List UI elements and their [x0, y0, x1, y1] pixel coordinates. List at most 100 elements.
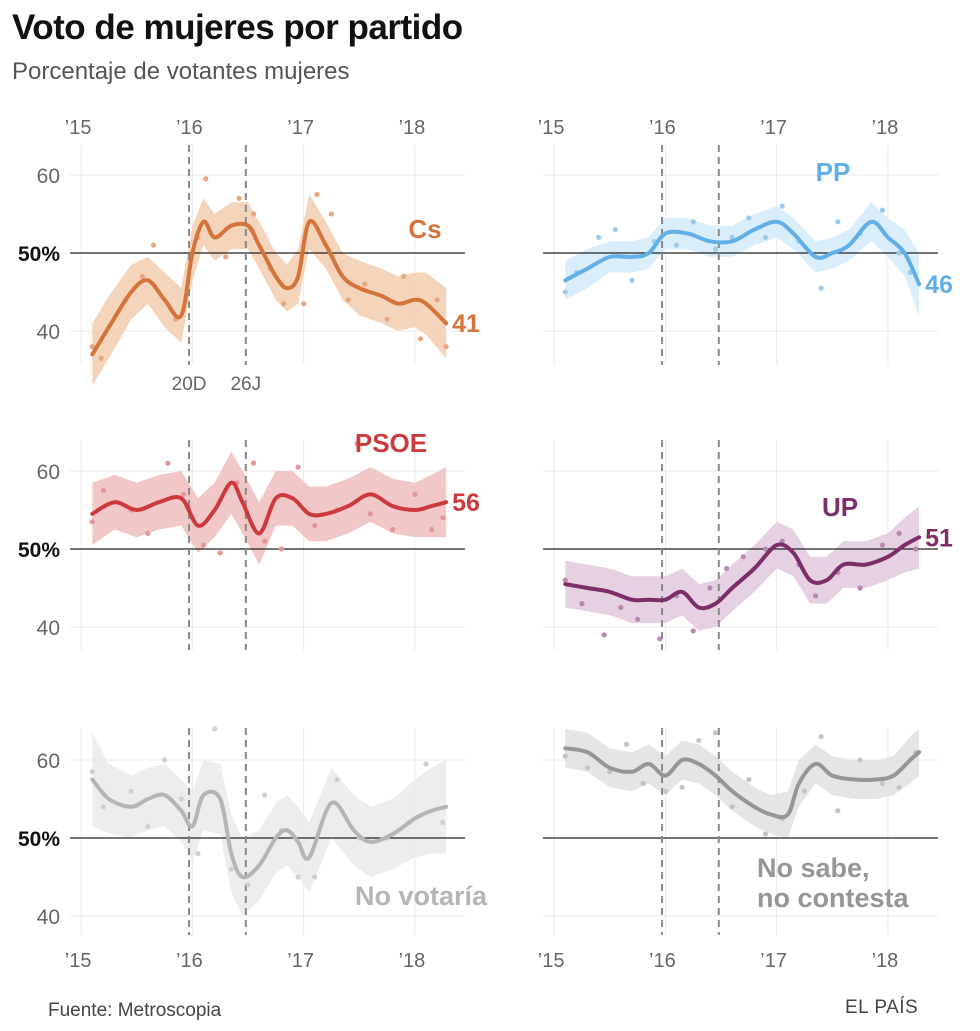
confidence-band	[92, 732, 447, 916]
data-point	[562, 577, 568, 583]
data-point	[180, 491, 187, 497]
event-label-26j: 26J	[230, 374, 261, 395]
data-point	[139, 273, 145, 279]
data-point	[312, 874, 318, 880]
data-point	[100, 487, 106, 494]
data-point	[203, 176, 209, 182]
x-tick-label: ’15	[538, 950, 565, 972]
panel-pp: PP 46 ’15 ’16 ’17 ’18	[538, 117, 953, 365]
data-point	[562, 289, 568, 295]
data-point	[601, 632, 607, 638]
confidence-band	[565, 506, 920, 631]
data-point	[417, 336, 424, 342]
data-point	[100, 804, 106, 810]
data-point	[228, 866, 234, 872]
y-tick-label: 50%	[18, 243, 60, 266]
series-line-psoe	[90, 480, 449, 536]
data-point	[89, 344, 95, 350]
data-point	[145, 530, 151, 537]
data-point	[712, 246, 719, 252]
data-point	[301, 301, 307, 307]
x-tick-label: ’15	[65, 117, 92, 139]
data-point	[818, 285, 824, 291]
confidence-band	[565, 728, 920, 838]
data-point	[161, 757, 168, 763]
panel-psoe: 60 50% 40 PSOE 56	[18, 428, 480, 650]
data-point	[835, 219, 841, 225]
final-value-label: 46	[925, 271, 953, 299]
data-point	[443, 344, 449, 350]
x-tick-label: ’15	[65, 950, 92, 972]
panel-cs: 60 50% 40 Cs 41 ’15 ’16 ’17 ’18 20D 26J	[18, 117, 480, 395]
data-point	[212, 726, 218, 732]
data-point	[165, 460, 171, 466]
data-point	[879, 207, 885, 213]
final-value-label: 56	[452, 489, 480, 517]
data-point	[562, 753, 568, 759]
data-point	[429, 526, 435, 533]
data-point	[634, 616, 641, 622]
data-point	[440, 515, 446, 521]
x-tick-label: ’16	[649, 117, 676, 139]
x-tick-label: ’16	[649, 950, 676, 972]
data-point	[579, 601, 585, 607]
panel-up: UP 51	[543, 440, 953, 650]
series-label: UP	[822, 492, 858, 522]
data-point	[145, 823, 151, 829]
data-point	[217, 550, 223, 556]
series-line-no-votaria	[90, 777, 449, 880]
series-label: No votaría	[355, 881, 488, 911]
data-point	[896, 250, 902, 256]
data-point	[690, 219, 696, 225]
chart-title: Voto de mujeres por partido	[12, 8, 463, 47]
x-tick-label: ’17	[287, 117, 314, 139]
data-point	[612, 227, 618, 233]
source-note: Fuente: Metroscopia	[48, 1000, 222, 1021]
data-point	[195, 851, 201, 857]
series-label: No sabe,	[757, 853, 870, 883]
brand-logo: EL PAÍS	[845, 997, 919, 1018]
data-point	[128, 788, 134, 794]
x-tick-label: ’16	[176, 950, 203, 972]
data-point	[746, 215, 752, 221]
series-line-no-sabe-no-contesta	[563, 746, 922, 820]
data-point	[813, 593, 819, 599]
data-point	[801, 788, 808, 794]
data-point	[818, 734, 824, 740]
data-point	[857, 585, 863, 591]
data-point	[314, 191, 320, 198]
x-tick-label: ’17	[287, 950, 314, 972]
x-tick-label: ’18	[872, 950, 899, 972]
data-point	[345, 297, 351, 303]
data-point	[200, 542, 207, 548]
data-point	[618, 604, 624, 611]
data-point	[401, 273, 407, 279]
data-point	[762, 546, 769, 552]
data-point	[746, 776, 752, 783]
series-label: Cs	[408, 214, 441, 244]
data-point	[673, 242, 680, 248]
data-point	[762, 234, 769, 240]
x-tick-label: ’16	[176, 117, 203, 139]
data-point	[384, 316, 390, 322]
data-point	[896, 530, 902, 537]
data-point	[879, 780, 885, 787]
final-value-label: 51	[925, 524, 953, 552]
x-tick-label: ’17	[760, 950, 787, 972]
data-point	[262, 792, 268, 798]
chart-subtitle: Porcentaje de votantes mujeres	[12, 58, 350, 85]
data-point	[367, 511, 374, 517]
y-tick-label: 60	[37, 461, 60, 484]
data-point	[707, 585, 713, 591]
series-line-cs	[90, 218, 449, 357]
data-point	[390, 526, 396, 533]
data-point	[690, 628, 696, 634]
y-tick-label: 40	[37, 321, 60, 344]
event-label-20d: 20D	[172, 374, 207, 395]
data-point	[98, 355, 104, 361]
x-tick-label: ’17	[760, 117, 787, 139]
y-tick-label: 40	[37, 906, 60, 929]
data-point	[281, 301, 287, 307]
confidence-band	[92, 194, 447, 386]
